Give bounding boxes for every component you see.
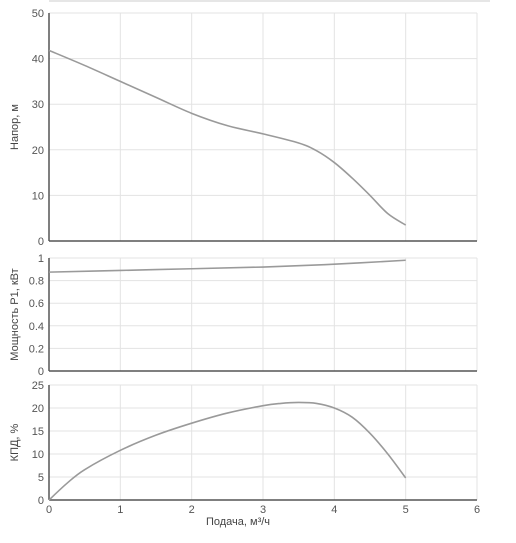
x-tick-label: 5: [403, 504, 409, 516]
y-tick-label: 0: [38, 366, 44, 378]
y-tick-label: 0.6: [29, 298, 44, 310]
y-tick-label: 0: [38, 495, 44, 507]
head-panel: 0 10 20 30 40 50 Напор, м: [9, 8, 478, 248]
x-tick-label: 0: [46, 504, 52, 516]
x-tick-label: 2: [189, 504, 195, 516]
y-tick-label: 5: [38, 472, 44, 484]
y-tick-label: 40: [32, 54, 44, 66]
y-tick-label: 0: [38, 236, 44, 248]
y-tick-label: 0.4: [29, 321, 44, 333]
y-tick-label: 20: [32, 403, 44, 415]
series-line: [48, 49, 407, 226]
x-axis-title: Подача, м³/ч: [206, 516, 270, 528]
x-tick-label: 1: [117, 504, 123, 516]
y-tick-label: 30: [32, 99, 44, 111]
y-tick-label: 0.2: [29, 343, 44, 355]
power-panel: 0 0.2 0.4 0.6 0.8 1 Мощность P1, кВт: [9, 253, 478, 378]
y-tick-label: 10: [32, 190, 44, 202]
x-tick-label: 3: [260, 504, 266, 516]
series-line: [48, 401, 407, 501]
y-axis-title: КПД, %: [9, 423, 21, 461]
y-axis-title: Напор, м: [9, 104, 21, 150]
series-line: [48, 259, 406, 273]
x-tick-label: 6: [474, 504, 480, 516]
y-tick-label: 50: [32, 8, 44, 20]
efficiency-panel: 0 5 10 15 20 25 КПД, % 0 1 2 3 4 5 6 Подача, м³/ч: [9, 380, 480, 528]
y-tick-label: 0.8: [29, 276, 44, 288]
y-tick-label: 10: [32, 449, 44, 461]
y-axis-title: Мощность P1, кВт: [9, 268, 21, 360]
x-tick-label: 4: [331, 504, 337, 516]
y-tick-label: 1: [38, 253, 44, 265]
y-tick-label: 25: [32, 380, 44, 392]
y-tick-label: 20: [32, 145, 44, 157]
y-tick-label: 15: [32, 426, 44, 438]
